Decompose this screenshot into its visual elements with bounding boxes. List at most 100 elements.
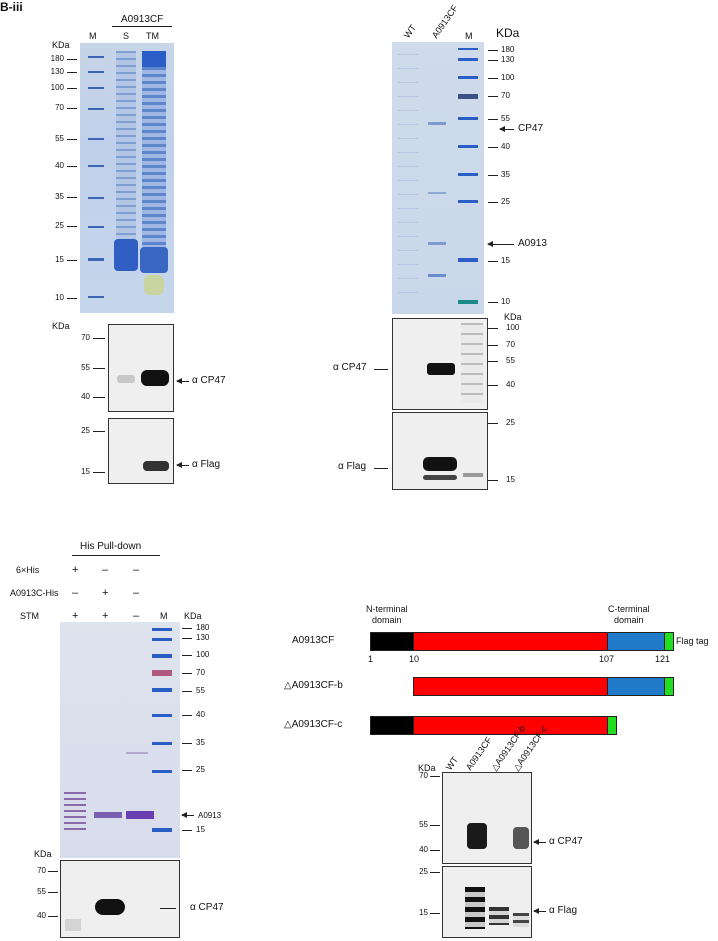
- antibody-cp47: α CP47: [190, 902, 224, 913]
- wb2-marker-15: 15: [419, 908, 428, 917]
- wb1-marker-40: 40: [81, 392, 90, 401]
- position-107: 107: [599, 654, 615, 664]
- pointer-cp47: [374, 369, 388, 370]
- marker-130: 130: [196, 633, 210, 642]
- sign: –: [133, 610, 140, 622]
- marker-40: 40: [196, 710, 205, 719]
- marker-25: 25: [501, 197, 510, 206]
- marker-100: 100: [196, 650, 210, 659]
- construct-full-bar: [370, 632, 674, 651]
- position-10: 10: [409, 654, 420, 664]
- n-terminal-label: N-terminal domain: [366, 604, 408, 625]
- kda-label: KDa: [52, 40, 70, 50]
- wb-kda-label: KDa: [34, 849, 52, 859]
- marker-55: 55: [501, 114, 510, 123]
- construct-full-label: A0913CF: [292, 635, 335, 646]
- pointer-flag: [374, 468, 388, 469]
- wb-marker-40: 40: [37, 911, 46, 920]
- marker-55: 55: [196, 686, 205, 695]
- marker-35: 35: [501, 170, 510, 179]
- antibody-flag: α Flag: [549, 905, 578, 916]
- group-label: A0913CF: [121, 14, 164, 25]
- wb1-marker-40: 40: [506, 380, 515, 389]
- marker-130: 130: [501, 55, 515, 64]
- sign: –: [72, 587, 79, 599]
- wb2-marker-25: 25: [419, 867, 428, 876]
- middle-segment: [413, 632, 608, 651]
- marker-130: 130: [50, 67, 64, 76]
- wb-flag-blot: [392, 412, 488, 490]
- coomassie-gel: [392, 42, 484, 314]
- row-label-a0913c-his: A0913C-His: [10, 588, 59, 598]
- sign: +: [72, 610, 79, 622]
- sign: +: [102, 610, 109, 622]
- group-underline: [112, 26, 172, 27]
- wb-cp47-blot: [108, 324, 174, 412]
- wb-cp47-blot: [392, 318, 488, 410]
- coomassie-gel: [60, 622, 180, 858]
- antibody-cp47: α CP47: [192, 375, 226, 386]
- label-a0913: A0913: [518, 238, 547, 249]
- wb-kda-label: KDa: [504, 312, 522, 322]
- label-cp47: CP47: [518, 123, 544, 134]
- wb-flag-blot: [108, 418, 174, 484]
- flag-segment: [607, 716, 617, 735]
- marker-180: 180: [501, 45, 515, 54]
- marker-15: 15: [501, 256, 510, 265]
- lane-label-a0913cf: A0913CF: [429, 3, 460, 41]
- label-a0913: A0913: [198, 811, 222, 820]
- lane-label-s: S: [123, 31, 130, 41]
- wb2-marker-25: 25: [506, 418, 515, 427]
- kda-label: KDa: [418, 763, 436, 773]
- antibody-cp47: α CP47: [549, 836, 583, 847]
- wb1-marker-70: 70: [419, 771, 428, 780]
- pulldown-title: His Pull-down: [80, 541, 142, 552]
- wb-flag-blot: [442, 866, 532, 938]
- marker-40: 40: [55, 161, 64, 170]
- n-domain-segment: [370, 716, 414, 735]
- marker-40: 40: [501, 142, 510, 151]
- sign: +: [72, 564, 79, 576]
- wb-kda-label: KDa: [52, 321, 70, 331]
- lane-label-m: M: [160, 611, 168, 621]
- pulldown-underline: [72, 555, 160, 556]
- flag-tag-label: Flag tag: [676, 636, 709, 646]
- middle-segment: [413, 716, 608, 735]
- middle-segment: [413, 677, 608, 696]
- wb1-marker-70: 70: [81, 333, 90, 342]
- marker-70: 70: [501, 91, 510, 100]
- arrow-flag: [176, 462, 189, 468]
- marker-180: 180: [50, 54, 64, 63]
- lane-label-wt: WT: [401, 22, 419, 40]
- wb-cp47-blot: [60, 860, 180, 938]
- antibody-cp47: α CP47: [333, 362, 367, 373]
- wb1-marker-70: 70: [506, 340, 515, 349]
- position-121: 121: [655, 654, 671, 664]
- c-domain-segment: [607, 632, 665, 651]
- antibody-flag: α Flag: [338, 461, 367, 472]
- row-label-6xhis: 6×His: [16, 565, 40, 575]
- wb2-marker-15: 15: [81, 467, 90, 476]
- wb-marker-55: 55: [37, 887, 46, 896]
- marker-35: 35: [196, 738, 205, 747]
- c-domain-segment: [607, 677, 665, 696]
- n-domain-segment: [370, 632, 414, 651]
- sign: –: [133, 564, 140, 576]
- lane-label-m: M: [465, 31, 473, 41]
- panel-label: B-iii: [0, 0, 23, 14]
- arrow-flag: [533, 908, 546, 914]
- flag-segment: [664, 632, 674, 651]
- construct-b-bar: [413, 677, 674, 696]
- construct-b-label: △A0913CF-b: [284, 680, 343, 691]
- marker-25: 25: [196, 765, 205, 774]
- c-terminal-label: C-terminal domain: [608, 604, 650, 625]
- coomassie-gel: [80, 43, 174, 313]
- wb1-marker-55: 55: [419, 820, 428, 829]
- arrow-cp47: [499, 126, 514, 132]
- marker-180: 180: [196, 623, 210, 632]
- wb2-marker-15: 15: [506, 475, 515, 484]
- wb1-marker-55: 55: [506, 356, 515, 365]
- marker-25: 25: [55, 221, 64, 230]
- lane-label-tm: TM: [146, 31, 159, 41]
- kda-label: KDa: [496, 26, 520, 40]
